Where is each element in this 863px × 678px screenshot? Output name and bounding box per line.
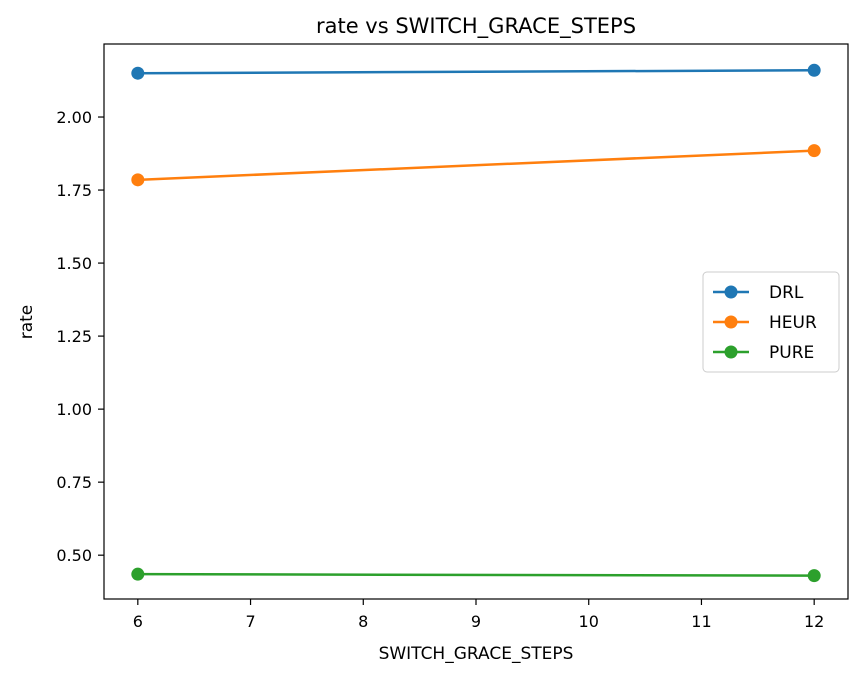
x-tick-label: 7 [245, 612, 255, 631]
series-line-pure [137, 572, 815, 577]
legend-label-pure: PURE [769, 343, 814, 363]
series-line-heur [137, 149, 815, 182]
y-tick-label: 1.50 [56, 254, 92, 273]
data-point-pure [131, 567, 145, 581]
data-point-heur [131, 173, 145, 187]
series-layer [131, 63, 821, 583]
data-point-heur [807, 144, 821, 158]
legend-box [702, 271, 840, 373]
legend-label-drl: DRL [769, 283, 804, 303]
x-tick-label: 6 [133, 612, 143, 631]
x-tick-label: 11 [691, 612, 711, 631]
y-tick-label: 1.00 [56, 400, 92, 419]
legend-marker-heur [724, 315, 738, 329]
legend-marker-drl [724, 285, 738, 299]
y-tick-label: 2.00 [56, 108, 92, 127]
x-axis-label: SWITCH_GRACE_STEPS [379, 644, 574, 664]
legend: DRL HEUR PURE [702, 271, 840, 373]
y-axis-label: rate [17, 305, 37, 340]
legend-marker-pure [724, 345, 738, 359]
y-tick-label: 0.75 [56, 473, 92, 492]
y-axis: 0.50 0.75 1.00 1.25 1.50 1.75 2.00 [56, 108, 104, 565]
x-tick-label: 12 [804, 612, 824, 631]
x-tick-label: 10 [579, 612, 599, 631]
x-tick-label: 9 [471, 612, 481, 631]
x-tick-label: 8 [358, 612, 368, 631]
y-tick-label: 1.25 [56, 327, 92, 346]
series-line-drl [137, 69, 815, 75]
data-point-pure [807, 569, 821, 583]
legend-label-heur: HEUR [769, 313, 817, 333]
y-tick-label: 1.75 [56, 181, 92, 200]
data-point-drl [131, 66, 145, 80]
y-tick-label: 0.50 [56, 546, 92, 565]
chart-title: rate vs SWITCH_GRACE_STEPS [316, 14, 636, 39]
x-axis: 6 7 8 9 10 11 12 [133, 599, 824, 631]
data-point-drl [807, 63, 821, 77]
